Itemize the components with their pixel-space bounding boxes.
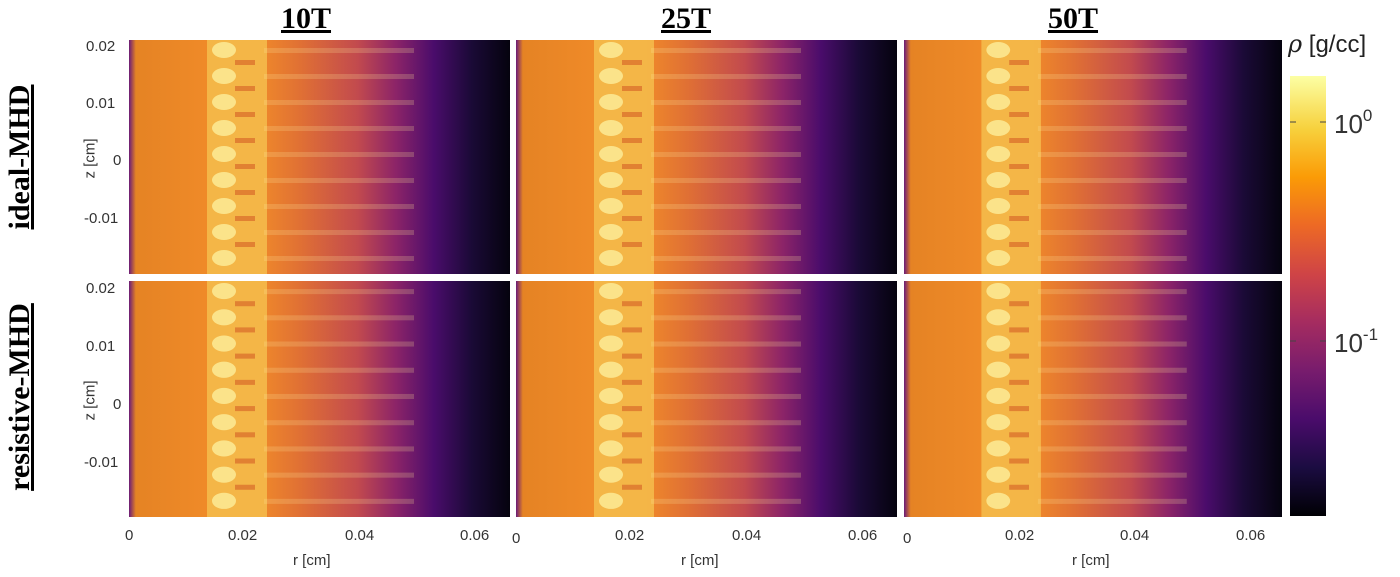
- row-title-ideal-mhd: ideal-MHD: [3, 84, 36, 230]
- colorbar-tick-exponent: -1: [1362, 325, 1379, 344]
- r-tick: 0.06: [1236, 527, 1266, 544]
- r-tick: 0.04: [732, 527, 762, 544]
- z-tick: 0.01: [86, 95, 116, 112]
- panel-ideal-25T: [516, 40, 897, 274]
- column-title-10T: 10T: [281, 2, 332, 35]
- colorbar-tick: 10-1: [1334, 325, 1378, 359]
- r-axis-label: r [cm]: [681, 552, 719, 569]
- z-tick: -0.01: [84, 210, 119, 227]
- r-tick: 0.06: [460, 527, 490, 544]
- r-axis-label: r [cm]: [1072, 552, 1110, 569]
- colorbar-unit: [g/cc]: [1308, 31, 1367, 58]
- r-tick: 0.06: [848, 527, 878, 544]
- panel-resistive-50T: [904, 281, 1282, 517]
- r-tick: 0.04: [345, 527, 375, 544]
- z-tick: -0.01: [84, 454, 119, 471]
- z-tick: 0: [113, 152, 122, 169]
- r-tick: 0: [903, 530, 912, 547]
- column-title-25T: 25T: [661, 2, 712, 35]
- panel-resistive-10T: [129, 281, 510, 517]
- colorbar-tick-exponent: 0: [1362, 106, 1373, 125]
- z-tick: 0.02: [86, 280, 116, 297]
- r-tick: 0.02: [615, 527, 645, 544]
- column-title-50T: 50T: [1048, 2, 1099, 35]
- r-tick: 0.02: [1005, 527, 1035, 544]
- z-tick: 0.02: [86, 38, 116, 55]
- r-tick: 0.02: [228, 527, 258, 544]
- r-tick: 0: [125, 527, 134, 544]
- panel-resistive-25T: [516, 281, 897, 517]
- r-tick: 0.04: [1120, 527, 1150, 544]
- colorbar-tick: 100: [1334, 106, 1372, 140]
- colorbar-title: ρ [g/cc]: [1288, 30, 1366, 59]
- row-title-resistive-mhd: resistive-MHD: [3, 303, 36, 491]
- z-axis-label-bottom: z [cm]: [81, 380, 99, 421]
- z-tick: 0: [113, 396, 122, 413]
- z-tick: 0.01: [86, 338, 116, 355]
- colorbar-tick-base: 10: [1334, 109, 1363, 139]
- panel-ideal-10T: [129, 40, 510, 274]
- colorbar-tick-base: 10: [1334, 328, 1363, 358]
- r-axis-label: r [cm]: [293, 552, 331, 569]
- colorbar: [1290, 76, 1326, 516]
- colorbar-symbol: ρ: [1288, 30, 1303, 58]
- panel-ideal-50T: [904, 40, 1282, 274]
- r-tick: 0: [512, 530, 521, 547]
- z-axis-label-top: z [cm]: [81, 138, 99, 179]
